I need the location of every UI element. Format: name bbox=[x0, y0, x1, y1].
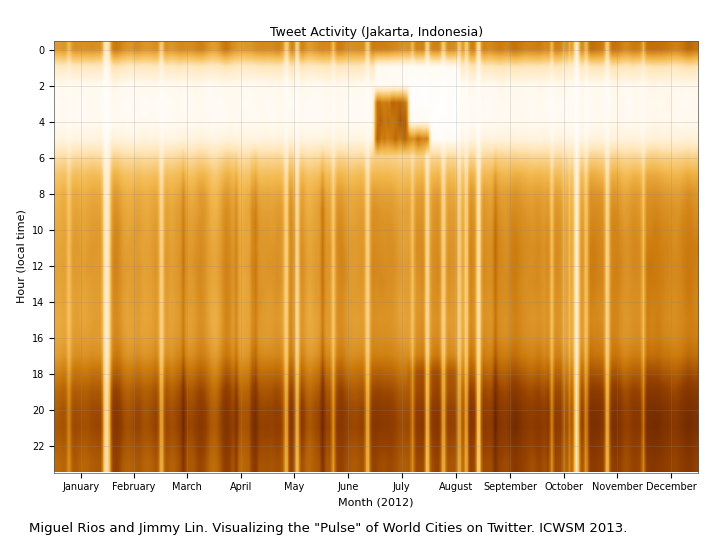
Text: Miguel Rios and Jimmy Lin. Visualizing the "Pulse" of World Cities on Twitter. I: Miguel Rios and Jimmy Lin. Visualizing t… bbox=[29, 522, 627, 535]
X-axis label: Month (2012): Month (2012) bbox=[338, 498, 414, 508]
Y-axis label: Hour (local time): Hour (local time) bbox=[17, 210, 26, 303]
Title: Tweet Activity (Jakarta, Indonesia): Tweet Activity (Jakarta, Indonesia) bbox=[269, 26, 483, 39]
